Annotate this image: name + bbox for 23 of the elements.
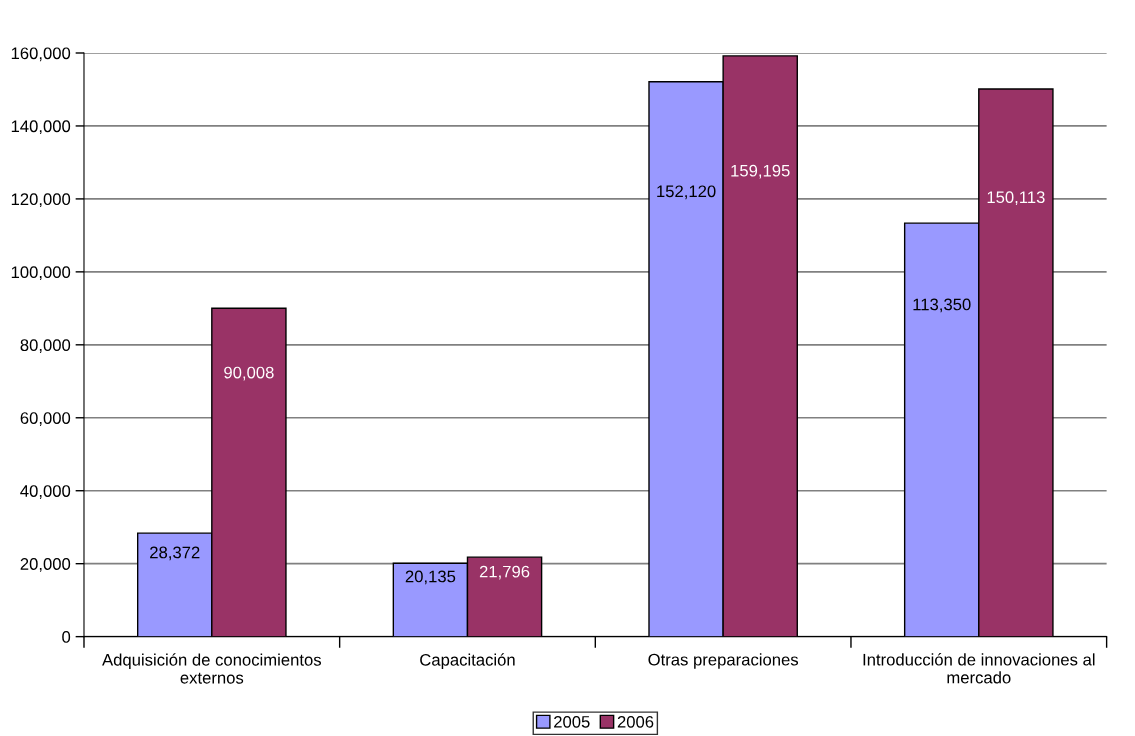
x-tick-label: Capacitación — [420, 653, 515, 670]
y-tick-label: 20,000 — [20, 558, 71, 572]
data-label: 159,195 — [731, 164, 790, 179]
y-tick-label: 100,000 — [11, 266, 71, 281]
data-label: 150,113 — [987, 191, 1045, 206]
y-tick-label: 80,000 — [20, 339, 71, 353]
y-tick-label: 60,000 — [20, 412, 71, 426]
x-tick-label: Adquisición de conocimientos externos — [102, 653, 322, 684]
y-tick-label: 0 — [62, 631, 71, 643]
data-label: 152,120 — [657, 185, 716, 200]
data-label: 113,350 — [913, 298, 971, 313]
y-tick-label: 40,000 — [20, 485, 71, 499]
legend-label: 2005 — [554, 715, 590, 728]
data-label: 28,372 — [150, 546, 200, 561]
x-tick-label: Otras preparaciones — [648, 653, 799, 669]
data-label: 21,796 — [479, 565, 530, 580]
y-tick-label: 120,000 — [11, 193, 71, 208]
y-tick-label: 140,000 — [11, 120, 71, 135]
data-label: 20,135 — [405, 570, 456, 585]
y-tick-label: 160,000 — [11, 47, 71, 62]
x-tick-label: Introducción de innovaciones al mercado — [863, 653, 1095, 684]
data-label: 90,008 — [224, 366, 274, 381]
legend-label: 2006 — [617, 715, 654, 728]
